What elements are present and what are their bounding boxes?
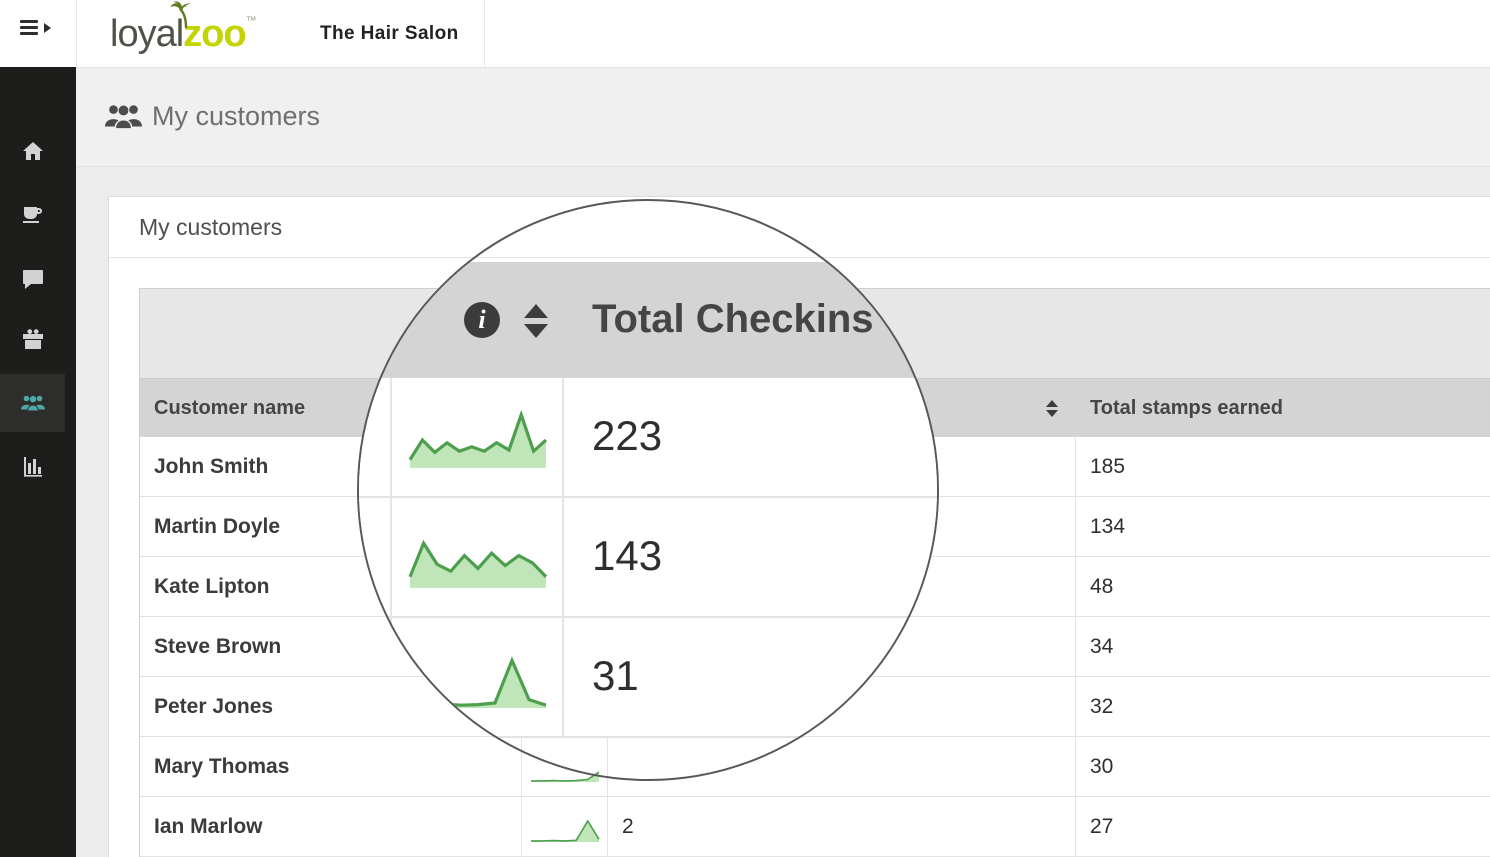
trend-cell [392,498,564,616]
sparkline-chart [529,750,601,784]
topbar-divider [76,0,77,67]
table-row: Martin Doyle 143 134 [359,498,937,618]
column-header-label: Total Checkins [592,297,874,341]
column-header-label: Customer name [154,396,306,419]
sort-icon[interactable] [1046,399,1058,417]
stamps-cell: 34 [1090,634,1114,658]
bar-chart-icon [23,457,42,477]
customer-name-cell: Kate Lipton [359,618,392,736]
stamps-cell: 48 [1090,574,1114,598]
column-header-total-checkins: Total Checkins [564,262,937,378]
menu-toggle-button[interactable] [20,17,51,38]
checkins-cell: 2 [608,797,1076,856]
stamps-cell: 27 [1090,814,1114,838]
logo-trademark: ™ [245,15,257,27]
topbar: loyalzoo™ The Hair Salon [0,0,1490,68]
magnifier-lens: Customer name i Total Checkins Total sta… [357,199,939,781]
customer-name-cell: Mary Thomas [140,737,522,796]
checkins-cell [608,677,1076,736]
column-header-total-stamps[interactable]: Total stamps earned [1076,379,1490,437]
table-row: John Smith 223 185 [359,378,937,498]
info-icon: i [464,302,500,338]
customers-icon [105,105,142,129]
sparkline-chart [405,523,549,591]
stamps-cell: 134 [1090,514,1126,538]
column-header-customer-name: Customer name [359,262,392,378]
sidebar-item-customers[interactable] [0,374,65,432]
table-row[interactable]: Mary Thomas 30 [140,737,1490,797]
checkins-cell [608,617,1076,676]
magnified-table: Customer name i Total Checkins Total sta… [359,262,937,738]
customer-name-cell: Martin Doyle [359,498,392,616]
palm-tree-icon [170,1,193,28]
table-row[interactable]: Ian Marlow 2 27 [140,797,1490,857]
column-header-label: Total stamps earned [1090,396,1284,419]
hamburger-menu-icon [20,17,38,38]
customers-icon [20,395,45,411]
sidebar-item-messages[interactable] [0,250,65,308]
customer-name-cell: John Smith [359,378,392,496]
stamps-cell: 185 [1090,454,1126,478]
magnified-content: Customer name i Total Checkins Total sta… [359,201,937,779]
page-title-band: My customers [76,67,1490,167]
column-header-trend: i [392,262,564,378]
coffee-cup-icon [22,207,42,223]
gift-icon [22,329,43,349]
chat-bubble-icon [22,270,43,289]
checkins-cell: 143 [564,498,937,616]
trend-cell [522,797,608,856]
customer-name-cell: Ian Marlow [140,797,522,856]
trend-cell [392,378,564,496]
topbar-divider [484,0,485,67]
home-icon [22,142,43,160]
sidebar-item-checkins[interactable] [0,185,65,243]
sidebar-item-home[interactable] [0,122,65,180]
checkins-cell [608,737,1076,796]
sparkline-chart [405,643,549,711]
sort-icon [524,303,548,337]
sidebar [0,67,76,857]
table-header-row: Customer name i Total Checkins Total sta… [359,262,937,378]
logo-text-loyal: loyal [110,13,184,55]
sidebar-item-stats[interactable] [0,437,65,495]
stamps-cell: 30 [1090,754,1114,778]
page-title: My customers [152,101,321,131]
business-name: The Hair Salon [320,23,459,44]
stamps-cell: 32 [1090,694,1114,718]
table-row: Kate Lipton 31 48 [359,618,937,738]
sparkline-chart [405,403,549,471]
trend-cell [392,618,564,736]
checkins-cell: 31 [564,618,937,736]
menu-arrow-icon [44,22,51,33]
column-header-customer-name[interactable]: Customer name [140,379,522,437]
sidebar-item-rewards[interactable] [0,310,65,368]
loyalzoo-logo: loyalzoo™ [110,1,257,56]
checkins-cell: 223 [564,378,937,496]
logo-text-zoo: zoo [183,13,246,55]
sparkline-chart [529,810,601,844]
